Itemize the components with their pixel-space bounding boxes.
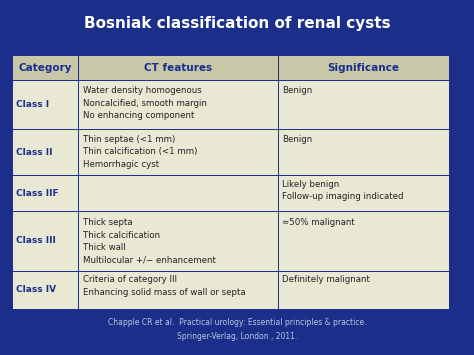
Bar — [12, 80, 79, 129]
Text: Class IV: Class IV — [16, 285, 56, 294]
Bar — [12, 211, 79, 271]
Bar — [12, 55, 79, 80]
Text: Significance: Significance — [327, 62, 399, 72]
Bar — [277, 55, 448, 80]
Text: ≈50% malignant: ≈50% malignant — [282, 218, 355, 227]
Bar — [277, 175, 448, 211]
Text: Springer-Verlag, London , 2011.: Springer-Verlag, London , 2011. — [177, 332, 297, 341]
Bar — [79, 271, 277, 309]
Bar — [12, 175, 79, 211]
Bar — [79, 211, 277, 271]
Text: Chapple CR et al.  Practical urology: Essential principles & practice.: Chapple CR et al. Practical urology: Ess… — [108, 318, 366, 327]
Bar — [79, 175, 277, 211]
Bar — [277, 129, 448, 175]
Bar — [277, 80, 448, 129]
Text: Thin septae (<1 mm)
Thin calcification (<1 mm)
Hemorrhagic cyst: Thin septae (<1 mm) Thin calcification (… — [83, 135, 198, 169]
Text: Likely benign
Follow-up imaging indicated: Likely benign Follow-up imaging indicate… — [282, 180, 404, 201]
Text: Bosniak classification of renal cysts: Bosniak classification of renal cysts — [84, 16, 390, 31]
Text: Category: Category — [18, 62, 72, 72]
Text: Benign: Benign — [282, 135, 312, 144]
Bar — [79, 55, 277, 80]
Text: Definitely malignant: Definitely malignant — [282, 275, 370, 284]
Bar — [12, 271, 79, 309]
Text: Class II: Class II — [16, 148, 52, 157]
Text: Water density homogenous
Noncalcified, smooth margin
No enhancing component: Water density homogenous Noncalcified, s… — [83, 86, 207, 120]
Text: Benign: Benign — [282, 86, 312, 95]
Text: Class III: Class III — [16, 236, 55, 245]
Bar — [277, 271, 448, 309]
Text: Thick septa
Thick calcification
Thick wall
Multilocular +/− enhancement: Thick septa Thick calcification Thick wa… — [83, 218, 216, 265]
Text: Class IIF: Class IIF — [16, 189, 58, 198]
Bar — [12, 129, 79, 175]
Text: CT features: CT features — [144, 62, 212, 72]
Text: Class I: Class I — [16, 100, 49, 109]
Bar — [277, 211, 448, 271]
Bar — [79, 129, 277, 175]
Bar — [79, 80, 277, 129]
Text: Criteria of category III
Enhancing solid mass of wall or septa: Criteria of category III Enhancing solid… — [83, 275, 246, 297]
